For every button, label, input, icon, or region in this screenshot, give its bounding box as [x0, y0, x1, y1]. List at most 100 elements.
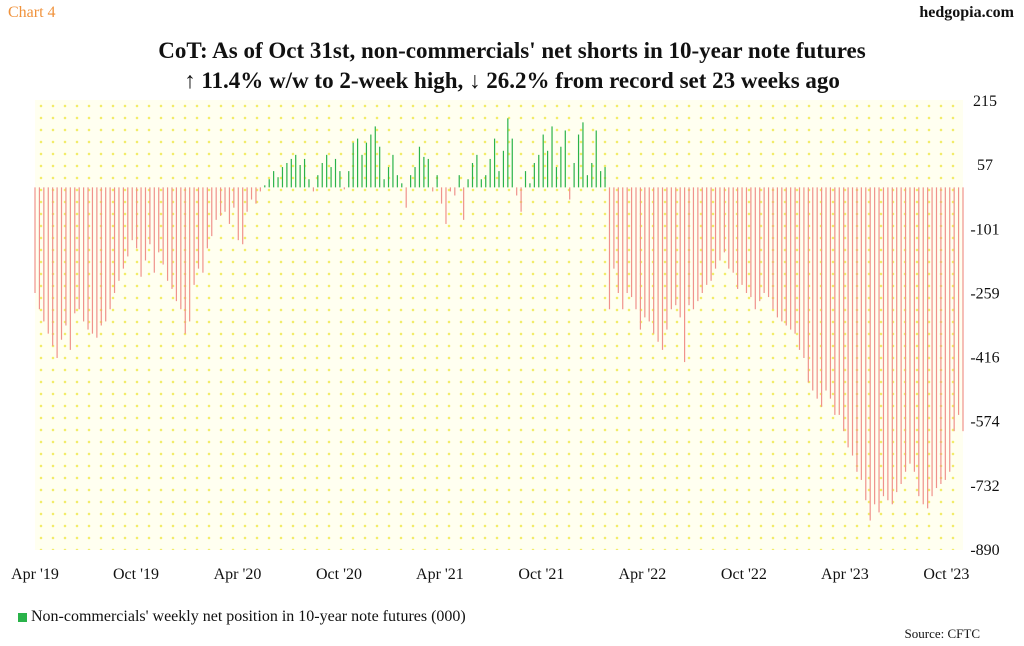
- bar: [498, 171, 500, 188]
- bar: [953, 187, 955, 432]
- bar: [476, 154, 478, 188]
- bar: [538, 154, 540, 188]
- bar: [317, 175, 319, 188]
- bar: [458, 175, 460, 188]
- bar: [401, 183, 403, 188]
- y-tick-label: -259: [970, 286, 999, 303]
- bar: [414, 167, 416, 188]
- bar: [653, 187, 655, 334]
- bar: [533, 162, 535, 188]
- site-name: hedgopia.com: [919, 4, 1014, 21]
- bar: [750, 187, 752, 298]
- bar: [622, 187, 624, 310]
- bar: [471, 162, 474, 188]
- bars-group: [34, 118, 964, 521]
- bar: [96, 187, 98, 338]
- bar: [449, 187, 451, 192]
- bar: [250, 187, 253, 200]
- bar: [692, 187, 695, 310]
- bar: [197, 187, 200, 269]
- bar: [582, 122, 584, 188]
- bar: [149, 187, 151, 245]
- bar: [944, 187, 946, 480]
- bar: [737, 187, 739, 289]
- bar: [600, 171, 602, 188]
- source-label: Source: CFTC: [904, 626, 980, 641]
- x-tick-label: Oct '20: [316, 566, 362, 583]
- bar: [118, 187, 120, 281]
- bar: [564, 130, 566, 188]
- bar: [326, 154, 328, 188]
- bar: [295, 154, 297, 188]
- bar: [918, 187, 920, 497]
- bar: [573, 162, 575, 188]
- bar: [648, 187, 650, 322]
- bar: [913, 187, 915, 472]
- bar: [794, 187, 796, 334]
- bar: [379, 146, 381, 188]
- bar: [162, 187, 164, 265]
- bar: [60, 187, 63, 340]
- bar: [83, 187, 85, 322]
- bar: [688, 187, 690, 306]
- bar: [591, 162, 593, 188]
- bar: [812, 187, 814, 391]
- bar: [604, 167, 606, 188]
- bar: [962, 187, 964, 432]
- bar: [577, 134, 580, 188]
- bar: [675, 187, 677, 306]
- bar: [520, 187, 522, 212]
- bar: [586, 175, 588, 188]
- bar: [410, 175, 412, 188]
- y-axis-ticks: 215 57 -101 -259 -416 -574 -732 -890: [970, 93, 999, 559]
- bar: [436, 175, 438, 188]
- y-tick-label: -416: [970, 349, 999, 366]
- title-line-2: ↑ 11.4% w/w to 2-week high, ↓ 26.2% from…: [184, 68, 840, 93]
- legend-swatch-icon: [18, 612, 27, 622]
- bar: [820, 187, 823, 407]
- bar: [710, 187, 712, 281]
- bar: [719, 187, 721, 261]
- bar: [684, 187, 686, 363]
- x-tick-label: Oct '19: [113, 566, 159, 583]
- bar: [489, 158, 491, 188]
- bar: [728, 187, 730, 269]
- bar: [480, 179, 482, 188]
- bar: [175, 187, 178, 302]
- bar: [202, 187, 204, 273]
- bar: [166, 187, 169, 281]
- bar: [356, 138, 359, 188]
- bar: [224, 187, 226, 212]
- bar: [299, 165, 301, 188]
- bar: [286, 162, 288, 188]
- bar: [87, 187, 89, 330]
- bar: [723, 187, 725, 253]
- y-tick-label: 215: [973, 93, 997, 110]
- bar: [741, 187, 743, 285]
- bar: [445, 187, 447, 224]
- bar: [418, 146, 421, 188]
- bar: [65, 187, 67, 326]
- bar: [595, 130, 597, 188]
- legend-label: Non-commercials' weekly net position in …: [31, 608, 466, 625]
- bar: [220, 187, 222, 216]
- bar: [670, 187, 672, 310]
- bar: [935, 187, 938, 489]
- bar: [193, 187, 195, 285]
- bar: [555, 167, 558, 188]
- bar: [666, 187, 668, 330]
- bar: [502, 150, 505, 188]
- bar: [847, 187, 849, 448]
- bar: [706, 187, 708, 285]
- bar: [113, 187, 116, 294]
- bar: [904, 187, 907, 472]
- bar: [630, 187, 633, 298]
- bar: [440, 187, 443, 204]
- chart-number-label: Chart 4: [8, 4, 56, 21]
- bar: [803, 187, 805, 359]
- bar: [825, 187, 827, 391]
- bar: [860, 187, 862, 480]
- bar: [829, 187, 832, 399]
- bar: [383, 179, 385, 188]
- bar: [34, 187, 36, 294]
